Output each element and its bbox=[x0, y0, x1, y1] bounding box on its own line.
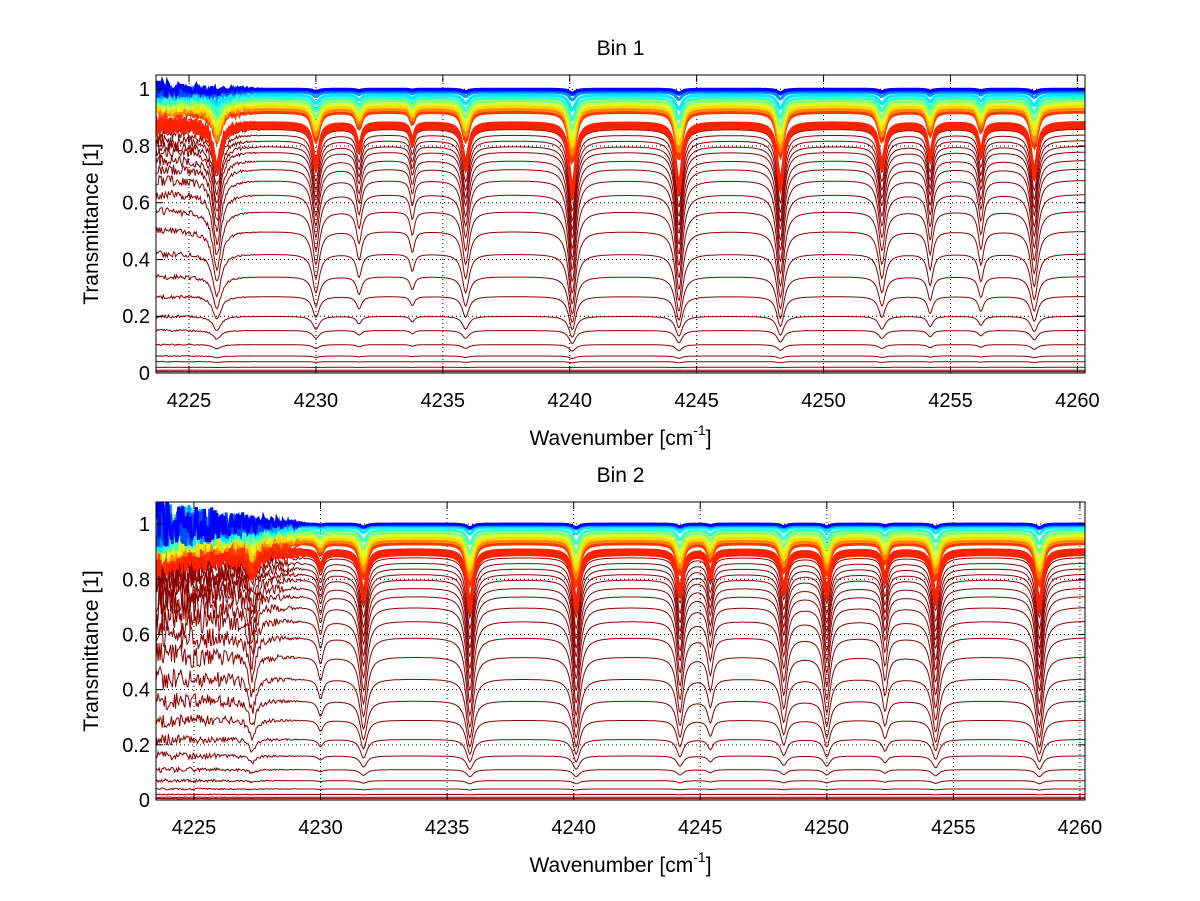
spectrum-line bbox=[156, 206, 1085, 295]
spectrum-line bbox=[156, 76, 1085, 100]
spectrum-line bbox=[156, 713, 1085, 756]
x-axis-label-superscript: -1 bbox=[693, 849, 706, 865]
x-tick-label: 4230 bbox=[298, 817, 343, 839]
y-tick-label: 1 bbox=[139, 514, 150, 536]
y-tick-label: 0.8 bbox=[122, 569, 150, 591]
spectrum-line bbox=[156, 665, 1085, 740]
chart-title: Bin 1 bbox=[597, 37, 645, 60]
x-axis-label-superscript: -1 bbox=[693, 422, 706, 438]
y-tick-label: 0 bbox=[139, 363, 150, 385]
x-tick-label: 4250 bbox=[801, 390, 846, 412]
x-tick-label: 4230 bbox=[294, 390, 339, 412]
x-tick-label: 4240 bbox=[547, 390, 592, 412]
y-axis-label: Transmittance [1] bbox=[80, 143, 103, 304]
plot-area bbox=[156, 75, 1085, 373]
y-tick-label: 0.6 bbox=[122, 193, 150, 215]
spectrum-line bbox=[156, 97, 1085, 150]
spectrum-line bbox=[156, 164, 1085, 261]
spectrum-line bbox=[156, 89, 1085, 132]
spectrum-line bbox=[156, 174, 1085, 272]
x-tick-label: 4235 bbox=[425, 817, 470, 839]
spectrum-line bbox=[156, 84, 1085, 113]
spectrum-line bbox=[156, 114, 1085, 189]
x-tick-label: 4245 bbox=[678, 817, 723, 839]
spectrum-line bbox=[156, 787, 1085, 791]
spectrum-line bbox=[156, 541, 1085, 631]
spectrum-line bbox=[156, 777, 1085, 785]
x-axis-label-main: Wavenumber [cm bbox=[529, 854, 693, 877]
plot-panel-1: 4225 4230 4235 4240 4245 4250 4255 4260 0 0.2 0.4 0… bbox=[80, 37, 1100, 450]
x-axis-label: Wavenumber [cm-1] bbox=[529, 422, 711, 450]
x-tick-label: 4245 bbox=[674, 390, 719, 412]
x-tick-label: 4260 bbox=[1055, 390, 1100, 412]
axes-frame bbox=[155, 501, 1086, 801]
spectrum-line bbox=[156, 525, 1085, 603]
spectrum-line bbox=[156, 313, 1085, 338]
x-axis-label-main: Wavenumber [cm bbox=[529, 427, 693, 450]
y-tick-label: 0.2 bbox=[122, 735, 150, 757]
spectrum-line bbox=[156, 502, 1085, 547]
y-tick-label: 0.4 bbox=[122, 249, 150, 271]
spectrum-line bbox=[156, 293, 1085, 331]
spectrum-line bbox=[156, 360, 1085, 364]
y-tick-label: 0.6 bbox=[122, 624, 150, 646]
spectrum-line bbox=[156, 793, 1085, 796]
spectrum-line bbox=[156, 553, 1085, 650]
spectrum-line bbox=[156, 94, 1085, 141]
spectrum-line bbox=[156, 354, 1085, 360]
y-tick-label: 0.8 bbox=[122, 136, 150, 158]
x-tick-label: 4255 bbox=[931, 817, 976, 839]
chart-title: Bin 2 bbox=[597, 464, 645, 487]
spectrum-line bbox=[156, 693, 1085, 749]
x-tick-label: 4225 bbox=[172, 817, 217, 839]
spectrum-line bbox=[156, 766, 1085, 778]
spectrum-line bbox=[156, 505, 1085, 554]
spectrum-line bbox=[156, 226, 1085, 306]
spectrum-line bbox=[156, 569, 1085, 671]
spectra-group bbox=[156, 502, 1085, 800]
axes-frame bbox=[155, 74, 1086, 374]
spectrum-line bbox=[156, 796, 1085, 799]
spectrum-line bbox=[156, 589, 1085, 693]
y-tick-label: 1 bbox=[139, 79, 150, 101]
x-tick-label: 4250 bbox=[805, 817, 850, 839]
spectrum-line bbox=[156, 135, 1085, 223]
x-axis-label-end: ] bbox=[706, 427, 712, 450]
x-tick-label: 4240 bbox=[551, 817, 596, 839]
spectrum-line bbox=[156, 733, 1085, 763]
x-tick-label: 4235 bbox=[421, 390, 466, 412]
y-tick-label: 0.4 bbox=[122, 680, 150, 702]
spectrum-line bbox=[156, 250, 1085, 315]
spectrum-line bbox=[156, 579, 1085, 681]
x-axis-label: Wavenumber [cm-1] bbox=[529, 849, 711, 877]
spectrum-line bbox=[156, 549, 1085, 641]
spectrum-line bbox=[156, 189, 1085, 283]
spectrum-line bbox=[156, 621, 1085, 718]
x-tick-label: 4225 bbox=[167, 390, 212, 412]
x-tick-label: 4260 bbox=[1058, 817, 1103, 839]
plot-panel-2: 4225 4230 4235 4240 4245 4250 4255 4260 0 0.2 0.4 0… bbox=[80, 464, 1102, 877]
spectrum-line bbox=[156, 642, 1085, 729]
spectrum-line bbox=[156, 128, 1085, 213]
spectrum-line bbox=[156, 605, 1085, 705]
spectrum-line bbox=[156, 750, 1085, 770]
spectrum-line bbox=[156, 343, 1085, 352]
y-tick-label: 0.2 bbox=[122, 306, 150, 328]
spectra-group bbox=[156, 76, 1085, 373]
spectrum-line bbox=[156, 147, 1085, 240]
spectrum-line bbox=[156, 510, 1085, 565]
spectrum-line bbox=[156, 328, 1085, 345]
x-axis-label-end: ] bbox=[706, 854, 712, 877]
spectrum-line bbox=[156, 140, 1085, 232]
spectrum-line bbox=[156, 562, 1085, 659]
spectrum-line bbox=[156, 511, 1085, 556]
spectrum-line bbox=[156, 87, 1085, 123]
y-axis-label: Transmittance [1] bbox=[80, 570, 103, 731]
y-tick-label: 0 bbox=[139, 790, 150, 812]
x-tick-label: 4255 bbox=[928, 390, 973, 412]
spectrum-line bbox=[156, 154, 1085, 251]
spectrum-line bbox=[156, 273, 1085, 324]
spectrum-line bbox=[156, 512, 1085, 573]
